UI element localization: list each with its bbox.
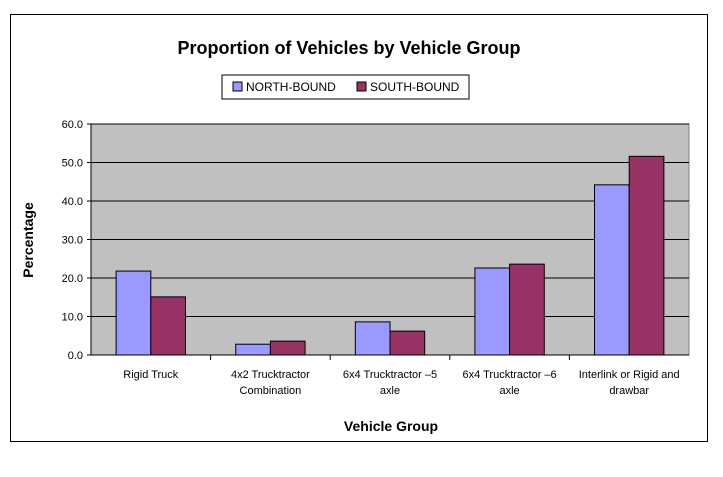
y-tick-label: 50.0	[62, 158, 83, 170]
y-tick-label: 0.0	[68, 350, 83, 362]
bars	[115, 155, 665, 356]
legend: NORTH-BOUND SOUTH-BOUND	[221, 74, 470, 100]
bar-south-bound-0	[150, 296, 186, 356]
bar-north-bound-3	[474, 267, 511, 356]
bar-south-bound-4	[628, 155, 665, 356]
bar-south-bound-2	[389, 330, 426, 356]
legend-swatch-south-bound	[356, 81, 367, 92]
bar-north-bound-2	[354, 321, 391, 356]
x-tick-label: Rigid Truck	[123, 369, 179, 381]
x-axis-ticks: Rigid Truck 4x2 Trucktractor Combination 6x…	[123, 355, 680, 397]
bar-north-bound-0	[115, 270, 152, 356]
legend-swatch-north-bound	[232, 81, 243, 92]
bar-south-bound-1	[269, 340, 306, 356]
y-axis-title: Percentage	[20, 202, 36, 278]
x-tick-label: Interlink or Rigid and drawbar	[579, 369, 680, 397]
x-axis-title: Vehicle Group	[344, 418, 438, 434]
x-tick-label: 6x4 Trucktractor –6 axle	[463, 369, 557, 397]
legend-label-north-bound: NORTH-BOUND	[246, 80, 336, 94]
chart-title: Proportion of Vehicles by Vehicle Group	[177, 38, 520, 58]
x-tick-label: 4x2 Trucktractor Combination	[231, 369, 310, 397]
legend-label-south-bound: SOUTH-BOUND	[370, 80, 460, 94]
bar-south-bound-3	[509, 263, 545, 356]
x-tick-label: 6x4 Trucktractor –5 axle	[343, 369, 437, 397]
y-tick-label: 40.0	[62, 196, 83, 208]
chart-frame: Proportion of Vehicles by Vehicle Group …	[10, 14, 708, 442]
chart-svg: Proportion of Vehicles by Vehicle Group …	[20, 38, 690, 434]
y-tick-label: 10.0	[62, 312, 83, 324]
bar-north-bound-4	[594, 184, 630, 356]
legend-box	[221, 74, 470, 100]
y-tick-label: 20.0	[62, 273, 83, 285]
y-tick-label: 30.0	[62, 235, 83, 247]
y-axis-ticks: 0.0 10.0 20.0 30.0 40.0 50.0 60.0	[62, 119, 91, 362]
y-tick-label: 60.0	[62, 119, 83, 131]
gridlines	[91, 123, 689, 317]
bar-north-bound-1	[235, 343, 271, 356]
